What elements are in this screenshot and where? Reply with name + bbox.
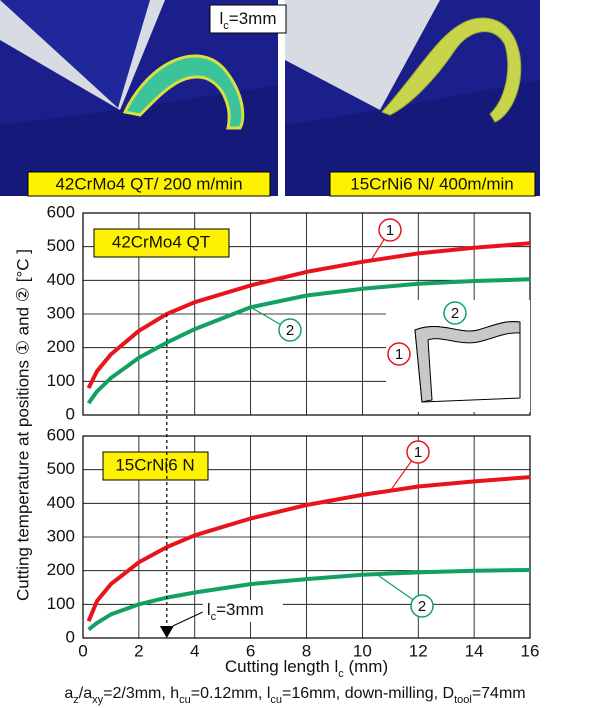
text-part: (mm) [344,657,388,676]
y-tick-label: 0 [66,404,75,423]
text-part: =3mm [216,600,264,619]
text-part: =3mm [229,9,277,28]
position-label: 1 [386,222,394,239]
text-part: =2/3mm, h [103,685,179,702]
text-part: =74mm [472,685,526,702]
y-tick-label: 400 [47,270,75,289]
y-tick-label: 100 [47,594,75,613]
subscript: xy [92,694,104,706]
material-label: 15CrNi6 N [115,455,194,474]
material-label: 42CrMo4 QT [112,232,210,251]
x-tick-label: 14 [465,641,484,660]
y-tick-label: 400 [47,493,75,512]
y-axis-label: Cutting temperature at positions ① and ②… [13,249,32,601]
x-tick-label: 0 [78,641,87,660]
subscript: cu [270,694,282,706]
position-label: 2 [286,322,294,339]
y-tick-label: 500 [47,459,75,478]
x-tick-label: 4 [190,641,199,660]
text-part: =16mm, down-milling, D [282,685,454,702]
text-part: a [64,685,73,702]
text-part: /a [79,685,92,702]
y-tick-label: 600 [47,425,75,444]
text-part: =0.12mm, l [191,685,271,702]
image-label: 42CrMo4 QT/ 200 m/min [55,174,242,193]
y-tick-label: 200 [47,560,75,579]
simulation-image-right [285,0,540,196]
position-label: 2 [451,305,459,322]
y-tick-label: 0 [66,627,75,646]
y-tick-label: 100 [47,371,75,390]
y-tick-label: 200 [47,337,75,356]
footer-caption: az/axy=2/3mm, hcu=0.12mm, lcu=16mm, down… [64,685,525,706]
x-tick-label: 2 [134,641,143,660]
text-part: Cutting length l [225,657,338,676]
position-label: 1 [395,346,403,363]
subscript: tool [454,694,472,706]
position-label: 1 [414,444,422,461]
position-label: 2 [418,598,426,615]
image-label: 15CrNi6 N/ 400m/min [350,174,513,193]
x-axis-label: Cutting length lc (mm) [225,657,388,679]
y-tick-label: 600 [47,202,75,221]
y-tick-label: 500 [47,236,75,255]
y-tick-label: 300 [47,303,75,322]
x-tick-label: 12 [409,641,428,660]
figure: 42CrMo4 QT/ 200 m/min 15CrNi6 N/ 400m/mi… [0,0,590,708]
y-tick-label: 300 [47,526,75,545]
subscript: cu [179,694,191,706]
x-tick-label: 16 [521,641,540,660]
